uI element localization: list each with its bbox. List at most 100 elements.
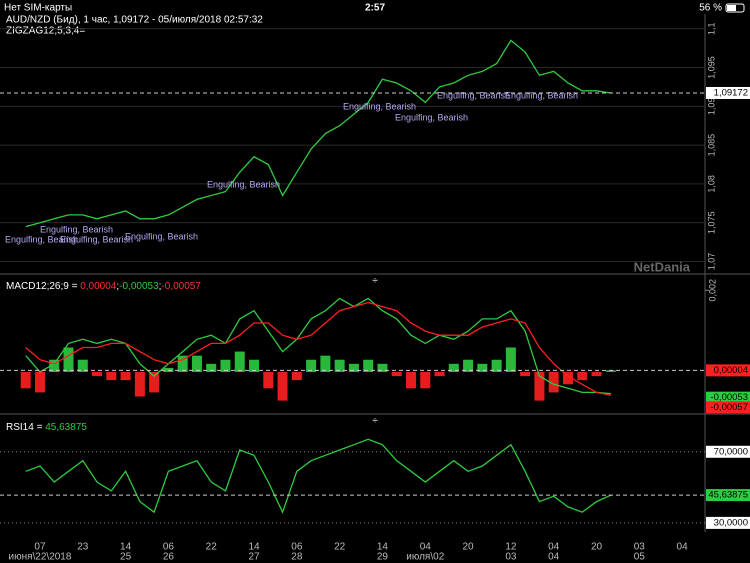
histogram-bar [220, 359, 231, 372]
macd-value: -0,00053 [119, 281, 159, 292]
battery-level [727, 5, 736, 11]
indicator-title: ZIGZAG12;5;3;4= [6, 26, 85, 37]
macd-last-label: -0,00053 [710, 392, 748, 403]
histogram-bar [291, 371, 302, 381]
x-tick-label: 05 [634, 552, 646, 563]
macd-last-label-box [706, 364, 750, 377]
x-tick-label: 25 [120, 552, 132, 563]
y-tick-label: 1,08 [706, 175, 716, 193]
histogram-bar [463, 359, 474, 372]
y-tick-label-box [706, 445, 750, 458]
x-tick-label: июля\02 [406, 552, 444, 563]
histogram-bar [106, 371, 117, 381]
histogram-bar [477, 363, 488, 372]
rsi-label: RSI14 = [6, 422, 43, 433]
histogram-bar [77, 359, 88, 372]
x-tick-label: 04 [548, 542, 560, 553]
carrier: Нет SIM-карты [4, 3, 72, 14]
price-line [25, 39, 611, 228]
x-tick-label: 26 [163, 552, 175, 563]
histogram-bar [405, 371, 416, 389]
histogram-bar [491, 359, 502, 372]
x-tick-label: 28 [291, 552, 303, 563]
histogram-bar [120, 371, 131, 381]
pattern-annotation: Engulfing, Bearish [505, 90, 578, 100]
last-price-label-box [706, 86, 750, 99]
x-tick-label: 22 [206, 542, 218, 553]
battery-text: 56 % [699, 3, 722, 14]
y-tick-label: 30,0000 [714, 517, 748, 528]
histogram-bar [577, 371, 588, 381]
histogram-bar [420, 371, 431, 389]
price-title: AUD/NZD (Бид), 1 час, 1,09172 - 05/июля/… [6, 15, 263, 26]
histogram-bar [249, 359, 260, 372]
histogram-bar [505, 347, 516, 372]
macd-last-label: 0,00004 [714, 365, 748, 376]
x-tick-label: 03 [634, 542, 646, 553]
pattern-annotation: Engulfing, Bearish [343, 101, 416, 111]
x-tick-label: 04 [420, 542, 432, 553]
histogram-bar [391, 371, 402, 377]
histogram-bar [448, 363, 459, 372]
x-tick-label: 03 [505, 552, 517, 563]
x-tick-label: 06 [163, 542, 175, 553]
histogram-bar [277, 371, 288, 401]
macd-label: MACD12;26;9 = [6, 281, 78, 292]
macd-last-label-box [706, 401, 750, 414]
histogram-bar [63, 347, 74, 372]
macd-line [25, 297, 611, 395]
y-tick-label: 1,07 [706, 253, 716, 271]
histogram-bar [134, 371, 145, 397]
rsi-last-label-box [706, 489, 750, 502]
histogram-bar [548, 371, 559, 393]
x-tick-label: 27 [248, 552, 260, 563]
histogram-bar [20, 371, 31, 389]
histogram-bar [306, 359, 317, 372]
x-tick-label: 22 [334, 542, 346, 553]
y-tick-label-box [706, 516, 750, 529]
last-price-label: 1,09172 [714, 87, 748, 98]
histogram-bar [34, 371, 45, 393]
x-tick-label: 06 [291, 542, 303, 553]
histogram-bar [562, 371, 573, 385]
x-tick-label: 14 [377, 542, 389, 553]
pattern-annotation: Engulfing, Bearish [40, 224, 113, 234]
pattern-annotation: Engulfing, Bearish [125, 231, 198, 241]
resize-handle[interactable]: ÷ [372, 416, 378, 427]
histogram-bar [334, 359, 345, 372]
histogram-bar [92, 371, 103, 377]
separator: ; [159, 281, 162, 292]
y-tick-label: 1,075 [706, 211, 716, 234]
histogram-bar [177, 355, 188, 372]
rsi-title: RSI14 = 45,63875 [6, 422, 87, 433]
macd-last-label-box [706, 391, 750, 404]
x-tick-label: 12 [505, 542, 517, 553]
macd-value: 0,00004 [80, 281, 117, 292]
histogram-bar [206, 363, 217, 372]
x-tick-label: 14 [120, 542, 132, 553]
histogram-bar [149, 371, 160, 393]
pattern-annotation: Engulfing, Bearish [207, 179, 280, 189]
resize-handle[interactable]: ÷ [372, 276, 378, 287]
histogram-bar [520, 371, 531, 377]
y-tick-label: 1,1 [706, 22, 716, 35]
x-tick-label: 07 [34, 542, 46, 553]
y-tick-label: 1,09 [706, 98, 716, 116]
x-tick-label: 04 [677, 542, 689, 553]
clock: 2:57 [365, 3, 385, 14]
histogram-bar [234, 351, 245, 372]
histogram-bar [348, 363, 359, 372]
histogram-bar [49, 359, 60, 372]
histogram-bar [591, 371, 602, 377]
histogram-bar [434, 371, 445, 377]
x-tick-label: 29 [377, 552, 389, 563]
price-line [25, 438, 612, 514]
x-tick-label: 14 [248, 542, 260, 553]
macd-title: MACD12;26;9 = 0,00004;-0,00053;-0,00057 [6, 281, 201, 292]
x-tick-label: 20 [591, 542, 603, 553]
macd-value: -0,00057 [161, 281, 201, 292]
x-tick-label: 23 [77, 542, 89, 553]
histogram-bar [363, 359, 374, 372]
pattern-annotation: Engulfing, Bearish [395, 112, 468, 122]
